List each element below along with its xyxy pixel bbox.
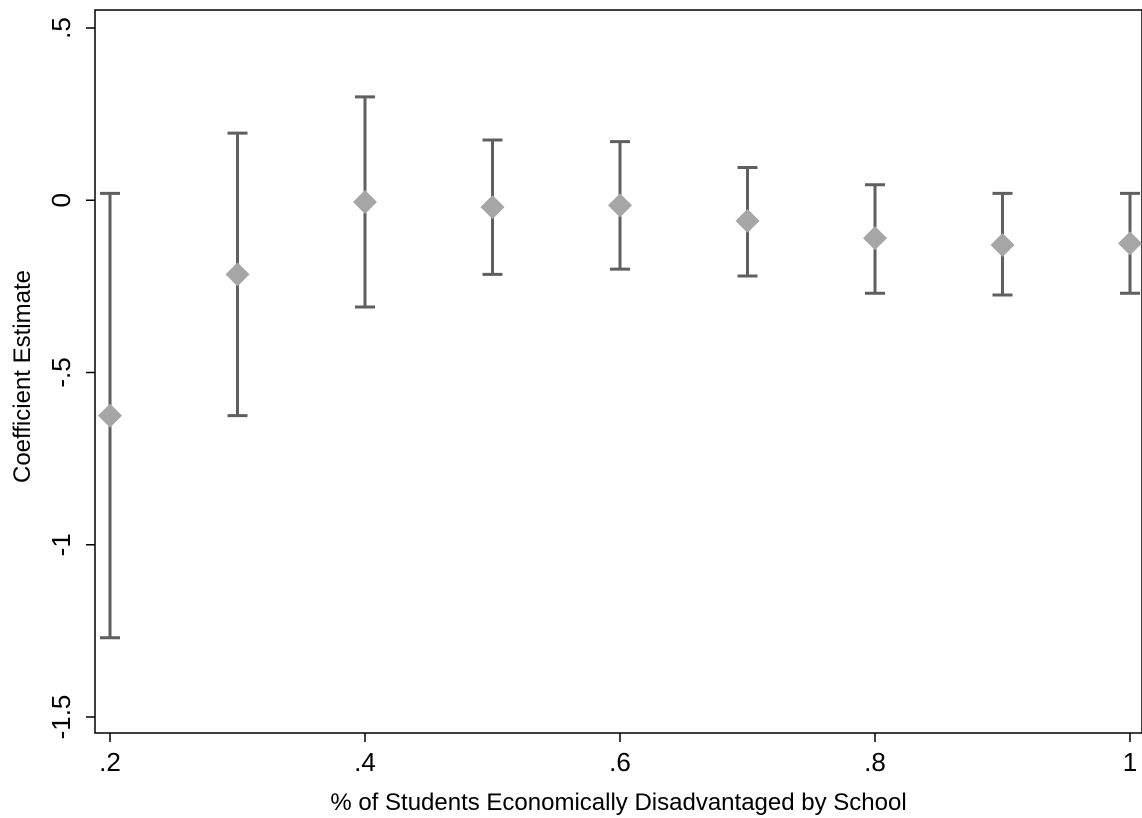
data-point xyxy=(353,95,377,309)
diamond-marker xyxy=(990,233,1015,258)
data-point xyxy=(98,191,122,640)
plot-frame xyxy=(94,9,1142,734)
diamond-marker xyxy=(480,195,505,220)
diamond-marker xyxy=(98,403,122,428)
x-tick-label: .4 xyxy=(354,747,376,777)
x-tick-label: 1 xyxy=(1123,747,1137,777)
data-point xyxy=(608,140,632,271)
diamond-marker xyxy=(225,262,250,287)
x-tick-label: .8 xyxy=(864,747,886,777)
data-point xyxy=(863,183,887,295)
x-axis-title: % of Students Economically Disadvantaged… xyxy=(330,789,906,816)
y-axis-title: Coefficient Estimate xyxy=(9,270,36,483)
axes: .2 .4 .6 .8 1 .5 0 -.5 -1 -1.5 xyxy=(46,9,1142,777)
y-tick-label: -1 xyxy=(46,533,76,556)
y-tick-label: -1.5 xyxy=(46,695,76,740)
y-tick-label: -.5 xyxy=(46,357,76,387)
x-tick-label: .6 xyxy=(609,747,631,777)
diamond-marker xyxy=(863,226,887,251)
diamond-marker xyxy=(608,193,632,218)
data-point xyxy=(735,166,760,278)
diamond-marker xyxy=(735,208,760,233)
data-point xyxy=(1118,191,1142,295)
data-marks xyxy=(98,95,1142,640)
diamond-marker xyxy=(353,189,377,214)
data-point xyxy=(225,131,250,418)
y-tick-label: .5 xyxy=(46,17,76,39)
x-tick-label: .2 xyxy=(99,747,121,777)
diamond-marker xyxy=(1118,231,1142,256)
y-tick-label: 0 xyxy=(46,193,76,207)
data-point xyxy=(480,138,505,276)
data-point xyxy=(990,191,1015,297)
